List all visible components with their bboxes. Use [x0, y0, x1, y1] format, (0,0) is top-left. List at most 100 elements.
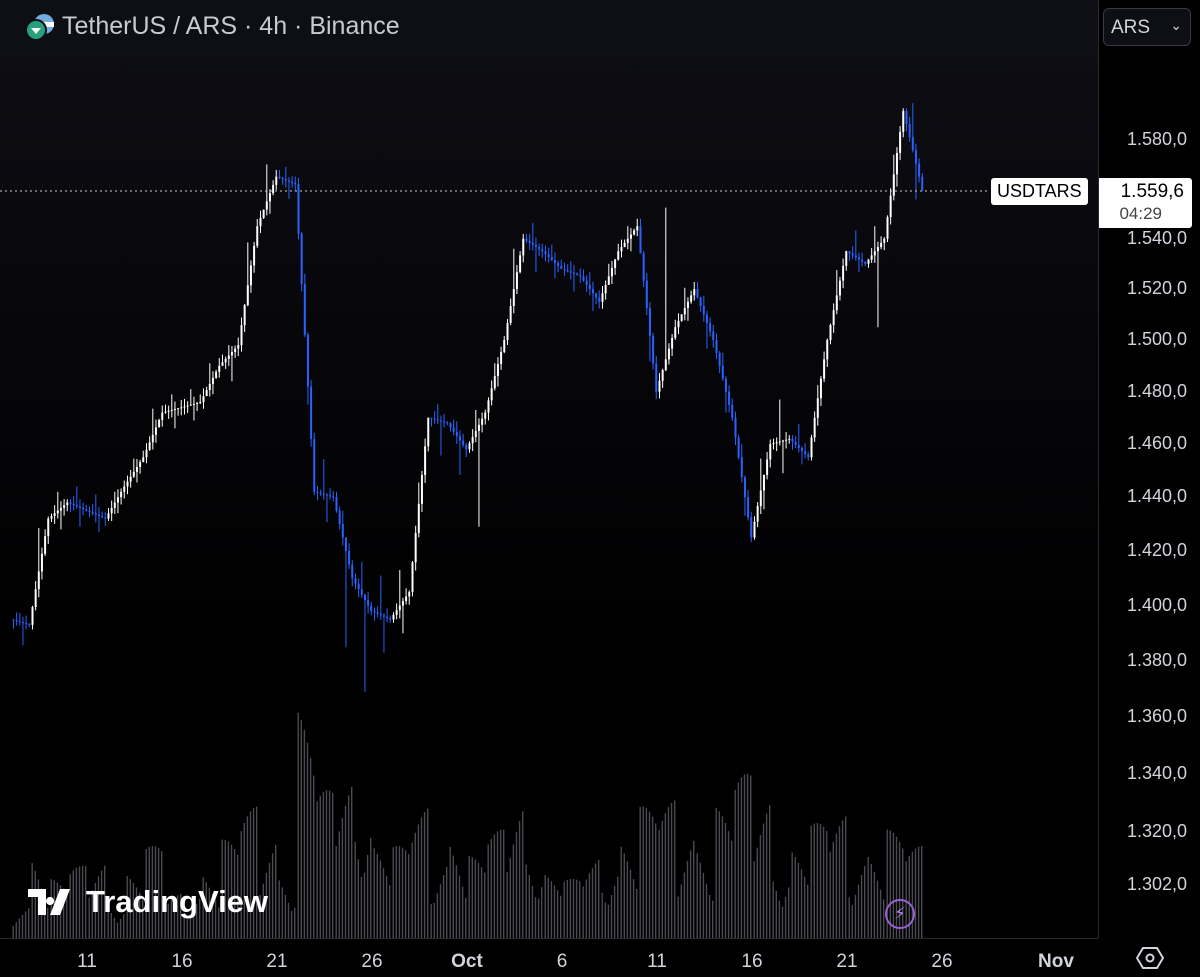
volume-bar: [683, 872, 686, 938]
volume-bar: [404, 850, 407, 938]
volume-bar: [914, 848, 917, 938]
volume-bar: [563, 881, 565, 938]
price-tick-label: 1.500,0: [1126, 329, 1187, 350]
candle-body: [899, 131, 902, 154]
price-axis[interactable]: 1.580,0 1.540,0 1.520,0 1.500,0 1.480,0 1.460…: [1098, 0, 1200, 938]
candle-body: [151, 434, 154, 443]
volume-bar: [598, 859, 600, 938]
candle-body: [322, 493, 325, 495]
volume-bar: [496, 831, 499, 938]
candle-body: [142, 457, 145, 463]
volume-bar: [170, 900, 173, 938]
volume-bar: [351, 786, 353, 938]
volume-bar: [607, 904, 610, 938]
volume-bar: [15, 922, 17, 938]
candle-body: [145, 449, 148, 458]
candle-body: [702, 305, 705, 315]
volume-bar: [154, 846, 157, 938]
candle-body: [832, 310, 835, 326]
volume-bar: [537, 898, 540, 938]
chart-plot-area[interactable]: [0, 0, 1098, 938]
volume-bar: [753, 861, 755, 938]
candle-body: [629, 234, 632, 239]
volume-bar: [712, 900, 714, 938]
candle-body: [367, 600, 370, 606]
volume-bar: [686, 861, 689, 938]
currency-select[interactable]: ARS ⌄: [1103, 8, 1191, 46]
candle-body: [699, 297, 702, 306]
volume-bar: [626, 861, 629, 938]
candle-body: [648, 308, 651, 336]
volume-bar: [689, 850, 692, 938]
candle-body: [325, 494, 328, 496]
volume-bar: [503, 829, 505, 938]
volume-bar: [430, 904, 432, 938]
candle-body: [750, 517, 753, 538]
volume-bar: [670, 802, 673, 938]
volume-bar: [731, 840, 733, 938]
volume-bar: [309, 757, 312, 938]
last-price-label: 1.559,6 04:29: [1099, 178, 1192, 228]
tradingview-logo[interactable]: TradingView: [28, 884, 268, 920]
candle-body: [313, 438, 316, 492]
candle-body: [800, 448, 803, 452]
volume-bar: [392, 847, 394, 938]
volume-bar: [376, 853, 378, 938]
volume-bar: [743, 774, 746, 938]
volume-bar: [252, 808, 255, 938]
volume-bar: [921, 846, 923, 938]
volume-bar: [639, 806, 641, 938]
lightning-icon[interactable]: ⚡︎: [885, 899, 915, 929]
candle-body: [762, 474, 765, 491]
candle-body: [72, 503, 75, 506]
volume-bar: [879, 889, 882, 938]
candle-body: [354, 578, 357, 584]
candle-body: [772, 443, 775, 445]
candle-body: [525, 238, 528, 241]
candle-body: [82, 507, 85, 510]
candlestick-chart[interactable]: [0, 0, 1098, 938]
candle-body: [848, 251, 851, 254]
volume-bar: [889, 830, 891, 938]
candle-body: [186, 405, 189, 407]
volume-bar: [864, 865, 866, 938]
volume-bar: [322, 792, 325, 938]
candle-body: [189, 404, 192, 406]
volume-bar: [176, 895, 179, 938]
volume-bar: [75, 867, 78, 938]
candle-body: [569, 271, 572, 273]
candle-body: [446, 422, 449, 424]
candle-body: [788, 438, 791, 440]
symbol-icon: [25, 14, 54, 41]
volume-bar: [522, 811, 524, 938]
candle-body: [471, 437, 474, 444]
candle-body: [911, 137, 914, 151]
candle-body: [747, 497, 750, 518]
volume-bar: [791, 852, 793, 938]
volume-bar: [100, 870, 103, 938]
volume-bar: [249, 811, 252, 938]
candle-body: [696, 289, 699, 298]
volume-bar: [803, 876, 806, 938]
candle-body: [47, 518, 50, 537]
candle-body: [78, 506, 81, 508]
candle-body: [531, 242, 534, 245]
volume-bar: [366, 854, 369, 938]
volume-bar: [142, 898, 144, 938]
volume-bar: [398, 846, 401, 938]
volume-bar: [455, 865, 458, 938]
volume-bar: [161, 851, 163, 938]
volume-bar: [104, 865, 106, 938]
hexagon-gear-icon[interactable]: [1136, 946, 1164, 970]
candle-body: [623, 242, 626, 248]
volume-bar: [601, 892, 603, 938]
volume-bar: [271, 853, 274, 938]
volume-bar: [12, 926, 14, 938]
candle-body: [424, 446, 427, 475]
volume-bar: [205, 882, 207, 938]
volume-bar: [566, 879, 568, 938]
volume-bar: [800, 869, 803, 938]
volume-bar: [854, 894, 857, 938]
candle-body: [167, 410, 170, 412]
time-axis[interactable]: 11 16 21 26 Oct 6 11 16 21 26 Nov: [0, 938, 1098, 977]
